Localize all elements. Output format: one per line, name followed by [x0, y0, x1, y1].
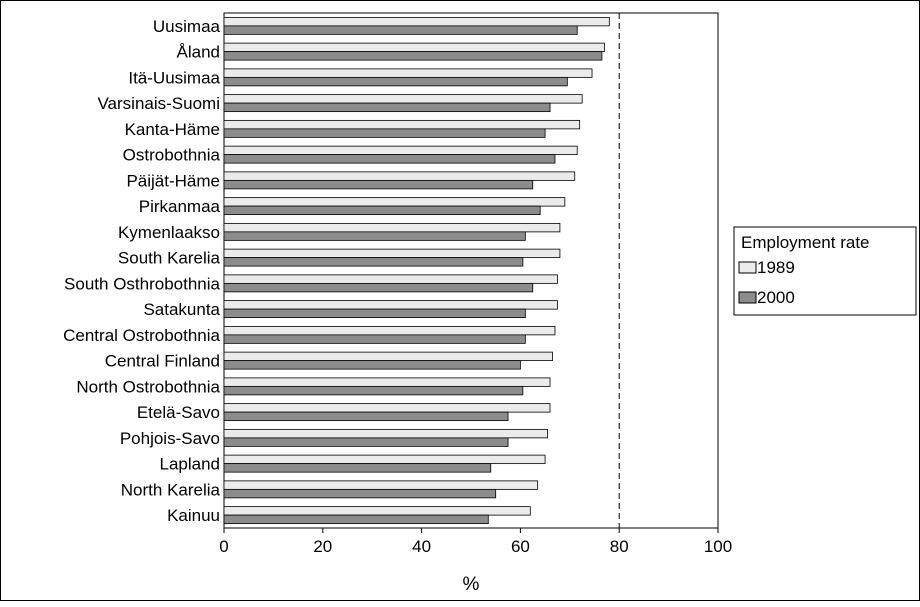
x-tick-label: 40 [412, 537, 431, 556]
bar-1989-16 [223, 428, 548, 439]
legend-swatch-2000 [738, 291, 757, 304]
category-label: South Karelia [118, 249, 221, 268]
bar-1989-4 [223, 119, 581, 130]
x-tick-label: 20 [313, 537, 332, 556]
bar-2000-13 [223, 360, 521, 370]
legend-swatch-1989 [738, 261, 757, 274]
legend: Employment rate 1989 2000 [733, 226, 917, 316]
category-label: Päijät-Häme [126, 171, 220, 190]
bar-2000-10 [223, 282, 534, 293]
bar-2000-5 [223, 154, 556, 164]
x-tick-label: 80 [610, 537, 629, 556]
bars-layer [223, 16, 610, 525]
legend-box [733, 226, 917, 316]
category-label: Kainuu [167, 506, 220, 525]
legend-title: Employment rate [741, 233, 870, 252]
bar-1989-2 [223, 68, 593, 78]
legend-label-2000: 2000 [757, 288, 795, 307]
bar-1989-9 [223, 248, 561, 259]
bar-2000-1 [223, 51, 603, 61]
x-axis-title: % [463, 574, 480, 595]
bar-1989-18 [223, 480, 539, 490]
category-label: North Karelia [121, 480, 221, 499]
category-label: Uusimaa [153, 17, 221, 36]
bar-1989-5 [223, 145, 578, 156]
bar-1989-19 [223, 506, 531, 516]
bar-1989-8 [223, 222, 561, 233]
x-axis-ticks: 0 20 40 60 80 100 [219, 528, 732, 556]
bar-2000-4 [223, 128, 546, 138]
bar-1989-15 [223, 403, 551, 413]
bar-2000-6 [223, 179, 534, 190]
bar-2000-7 [223, 205, 541, 216]
bar-2000-12 [223, 334, 526, 344]
category-label: Lapland [159, 455, 220, 474]
bar-1989-11 [223, 300, 558, 310]
bar-1989-7 [223, 197, 566, 207]
plot-area [223, 12, 719, 529]
bar-1989-13 [223, 351, 553, 362]
category-label: Pohjois-Savo [120, 429, 220, 448]
category-label: South Osthrobothnia [64, 274, 220, 293]
category-label: North Ostrobothnia [76, 377, 220, 396]
category-label: Satakunta [143, 300, 220, 319]
bar-2000-2 [223, 76, 568, 87]
bar-2000-14 [223, 385, 524, 396]
bar-1989-10 [223, 274, 558, 284]
bar-1989-3 [223, 94, 583, 104]
bar-1989-12 [223, 325, 556, 336]
bar-2000-0 [223, 25, 578, 35]
bar-2000-11 [223, 308, 526, 319]
bar-2000-3 [223, 102, 551, 113]
bar-1989-1 [223, 42, 605, 53]
bar-2000-17 [223, 463, 492, 473]
category-label: Ostrobothnia [123, 146, 221, 165]
bar-2000-15 [223, 411, 509, 422]
x-tick-label: 0 [219, 537, 228, 556]
legend-label-1989: 1989 [757, 258, 795, 277]
category-label: Central Ostrobothnia [63, 326, 220, 345]
category-label: Pirkanmaa [139, 197, 221, 216]
category-label: Kymenlaakso [118, 223, 220, 242]
bar-2000-19 [223, 514, 489, 525]
bar-2000-8 [223, 231, 526, 241]
bar-1989-14 [223, 377, 551, 387]
category-label: Itä-Uusimaa [128, 68, 220, 87]
bar-2000-9 [223, 257, 524, 267]
category-label: Varsinais-Suomi [97, 94, 220, 113]
bar-1989-0 [223, 16, 610, 27]
category-label: Central Finland [105, 352, 220, 371]
bar-2000-16 [223, 437, 509, 447]
x-tick-label: 100 [704, 537, 732, 556]
x-tick-label: 60 [511, 537, 530, 556]
bar-1989-17 [223, 454, 546, 465]
category-label: Åland [177, 43, 220, 62]
category-label: Etelä-Savo [137, 403, 220, 422]
category-labels: Uusimaa Åland Itä-Uusimaa Varsinais-Suomi Ka… [63, 17, 220, 525]
bar-2000-18 [223, 488, 497, 499]
category-label: Kanta-Häme [125, 120, 220, 139]
bar-1989-6 [223, 171, 576, 181]
